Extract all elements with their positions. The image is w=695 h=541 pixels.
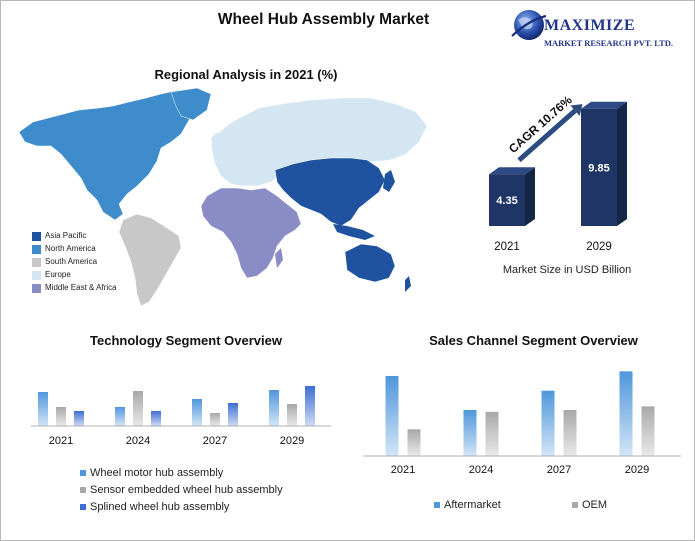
market-bar-2021: [489, 167, 535, 226]
bar-splined-wheel-hub-assembly-2029: [305, 386, 315, 426]
legend-swatch: [32, 271, 41, 280]
x-tick-label: 2027: [203, 435, 227, 447]
bar-splined-wheel-hub-assembly-2024: [151, 411, 161, 426]
bar-splined-wheel-hub-assembly-2027: [228, 403, 238, 426]
sales-channel-title: Sales Channel Segment Overview: [429, 333, 638, 348]
x-tick-label: 2021: [49, 435, 73, 447]
map-uk: [211, 132, 219, 146]
legend-label: OEM: [582, 499, 608, 511]
legend-swatch: [80, 487, 86, 493]
map-madagascar: [275, 248, 283, 268]
map-south-america: [118, 213, 182, 307]
legend-swatch: [572, 502, 578, 508]
bar-sensor-embedded-wheel-hub-assembly-2024: [133, 391, 143, 426]
map-north-america: [18, 89, 198, 221]
x-tick-label: 2027: [547, 464, 571, 476]
cagr-label: CAGR 10.76%: [506, 96, 575, 156]
bar-oem-2027: [563, 410, 577, 456]
technology-title: Technology Segment Overview: [90, 333, 282, 348]
world-map: [18, 87, 428, 307]
map-australia: [344, 243, 396, 283]
map-middle-east-africa: [200, 187, 302, 279]
bar-side: [617, 101, 627, 226]
legend-label: Wheel motor hub assembly: [90, 467, 224, 479]
legend-swatch: [32, 258, 41, 267]
market-axis-label: Market Size in USD Billion: [503, 264, 631, 276]
globe-icon: [511, 10, 547, 40]
map-greenland: [170, 87, 212, 121]
bar-wheel-motor-hub-assembly-2027: [192, 399, 202, 426]
market-bar-2029: [581, 101, 627, 226]
bar-aftermarket-2029: [619, 371, 633, 456]
x-tick-label: 2021: [391, 464, 415, 476]
x-tick-label: 2024: [126, 435, 150, 447]
legend-label: Sensor embedded wheel hub assembly: [90, 484, 283, 496]
bar-top: [489, 167, 535, 175]
legend-swatch: [434, 502, 440, 508]
map-asia-pacific: [274, 157, 386, 227]
sales-channel-chart: 2021 2024 2027 2029: [363, 371, 681, 476]
bar-splined-wheel-hub-assembly-2021: [74, 411, 84, 426]
legend-label: Aftermarket: [444, 499, 501, 511]
logo-line1: MAXIMIZE: [544, 17, 636, 34]
cagr-arrow: [517, 108, 577, 163]
bar-sensor-embedded-wheel-hub-assembly-2027: [210, 413, 220, 426]
bar-sensor-embedded-wheel-hub-assembly-2029: [287, 404, 297, 426]
bar-oem-2024: [485, 411, 499, 456]
bar-wheel-motor-hub-assembly-2024: [115, 407, 125, 426]
bar-wheel-motor-hub-assembly-2021: [38, 392, 48, 426]
legend-swatch: [32, 284, 41, 293]
map-europe: [210, 97, 428, 187]
legend-swatch: [32, 245, 41, 254]
market-category-label: 2021: [494, 241, 520, 253]
logo-line2: MARKET RESEARCH PVT. LTD.: [544, 38, 674, 48]
page-title: Wheel Hub Assembly Market: [217, 11, 430, 28]
company-logo: MAXIMIZE MARKET RESEARCH PVT. LTD.: [510, 6, 694, 52]
legend-swatch: [80, 504, 86, 510]
legend-label: Splined wheel hub assembly: [90, 501, 230, 513]
x-tick-label: 2029: [280, 435, 304, 447]
legend-swatch: [32, 232, 41, 241]
bar-oem-2021: [407, 429, 421, 456]
bar-wheel-motor-hub-assembly-2029: [269, 390, 279, 426]
bar-aftermarket-2024: [463, 410, 477, 456]
bar-aftermarket-2027: [541, 390, 555, 456]
market-data-label: 9.85: [588, 162, 609, 174]
map-japan: [383, 170, 395, 192]
market-category-label: 2029: [586, 241, 612, 253]
bar-front: [581, 108, 617, 226]
bar-sensor-embedded-wheel-hub-assembly-2021: [56, 407, 66, 426]
bar-top: [581, 101, 627, 109]
x-tick-label: 2024: [469, 464, 493, 476]
map-new-zealand: [405, 276, 411, 292]
bar-oem-2029: [641, 406, 655, 456]
map-title: Regional Analysis in 2021 (%): [154, 67, 338, 82]
market-data-label: 4.35: [496, 195, 517, 207]
bar-front: [489, 174, 525, 226]
x-tick-label: 2029: [625, 464, 649, 476]
bar-side: [525, 167, 535, 226]
market-size-chart: 4.35 2021 9.85 2029 CAGR 10.76% Market Size i…: [489, 96, 631, 276]
cagr-arrow-head: [570, 104, 583, 116]
bar-aftermarket-2021: [385, 375, 399, 456]
map-se-asia: [333, 224, 375, 240]
technology-chart: 2021 2024 2027 2029: [31, 386, 331, 447]
legend-swatch: [80, 470, 86, 476]
